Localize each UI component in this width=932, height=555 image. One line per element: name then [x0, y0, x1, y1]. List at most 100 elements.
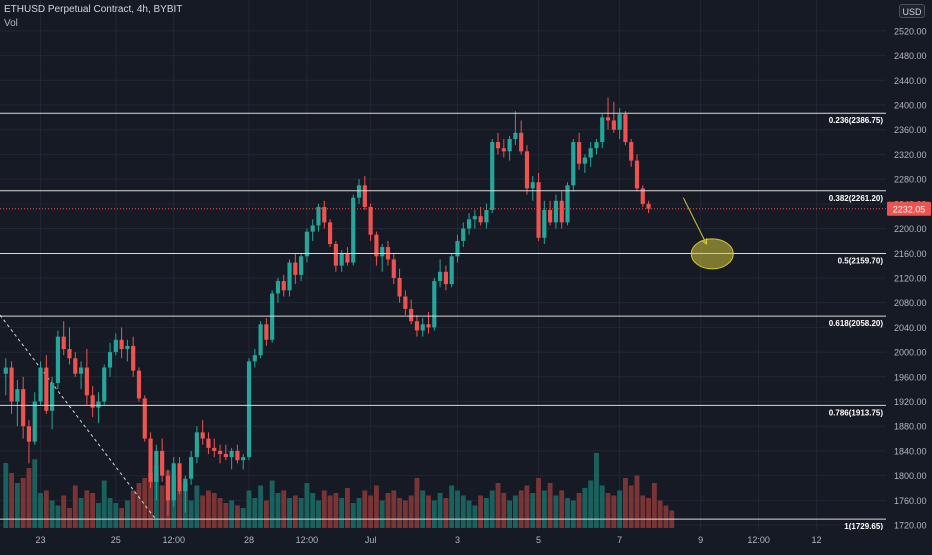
volume-bar [339, 498, 345, 528]
volume-bar [142, 478, 148, 528]
volume-indicator-label[interactable]: Vol [4, 18, 18, 29]
volume-bar [622, 478, 628, 528]
price-tick-label: 1760.00 [894, 496, 927, 506]
volume-bar [663, 505, 669, 528]
fib-level-label: 0.786(1913.75) [829, 408, 884, 417]
gridlines [0, 0, 886, 530]
candle-body [391, 259, 396, 278]
candle-body [617, 114, 622, 130]
volume-bar [333, 493, 339, 528]
volume-bar [362, 490, 368, 528]
volume-bar [651, 483, 657, 528]
volume-bar [113, 503, 119, 528]
candle-body [131, 345, 136, 371]
dashed-trendline [0, 314, 157, 521]
candle-body [542, 210, 547, 238]
candle-body [339, 253, 344, 266]
fib-level-label: 0.618(2058.20) [829, 319, 884, 328]
volume-bar [657, 500, 663, 528]
candle-body [38, 367, 43, 402]
candle-body [32, 401, 37, 442]
price-tick-label: 2520.00 [894, 26, 927, 36]
price-tick-label: 2040.00 [894, 323, 927, 333]
candle-body [304, 231, 309, 257]
time-tick-label: Jul [365, 535, 377, 545]
candle-body [548, 210, 553, 223]
volume-bar [206, 490, 211, 528]
price-axis-panel[interactable] [886, 0, 932, 530]
price-tick-label: 2000.00 [894, 348, 927, 358]
price-axis[interactable]: 2520.00 2480.00 2440.00 2400.00 2360.00 2320.… [894, 26, 927, 530]
candle-body [443, 271, 448, 285]
candle-body [611, 120, 616, 130]
volume-bar [258, 485, 264, 528]
volume-bar [61, 495, 67, 528]
candle-body [90, 395, 95, 408]
volume-bar [136, 483, 142, 528]
volume-bar [553, 495, 559, 528]
volume-bar [391, 490, 397, 528]
candle-body [258, 324, 263, 356]
candle-body [559, 200, 564, 223]
time-tick-label: 23 [36, 535, 46, 545]
candle-body [333, 243, 338, 266]
price-tick-label: 1920.00 [894, 397, 927, 407]
candle-body [553, 200, 559, 223]
volume-bar [316, 500, 321, 528]
volume-bar [565, 498, 570, 528]
candle-body [21, 389, 26, 427]
volume-bar [43, 490, 49, 528]
time-axis-panel[interactable] [0, 530, 932, 550]
volume-bar [124, 500, 130, 528]
candle-body [50, 382, 55, 411]
candle-body [136, 370, 142, 399]
candle-body [44, 367, 49, 411]
time-axis[interactable]: 23 25 12:00 28 12:00 Jul 3 5 7 9 12:00 12 [36, 535, 822, 545]
candle-body [102, 367, 107, 402]
volume-bar [327, 495, 333, 528]
price-tick-label: 2280.00 [894, 175, 927, 185]
candle-body [478, 216, 483, 223]
volume-bar [130, 490, 136, 528]
candle-body [160, 450, 165, 476]
volume-bar [200, 495, 206, 528]
volume-bar [211, 493, 217, 528]
volume-bar [119, 508, 125, 528]
candle-body [67, 349, 72, 359]
candle-body [420, 324, 425, 331]
volume-bar [159, 485, 165, 528]
candle-body [177, 463, 182, 492]
candle-body [299, 256, 304, 275]
volume-bar [547, 483, 553, 528]
volume-bar [292, 495, 298, 528]
candle-body [241, 457, 246, 461]
candle-body [119, 339, 124, 350]
candle-body [15, 389, 20, 402]
candle-body [345, 253, 350, 263]
candle-body [217, 450, 223, 455]
volume-bar [524, 485, 530, 528]
symbol-title[interactable]: ETHUSD Perpetual Contract, 4h, BYBIT [4, 4, 183, 15]
candle-body [571, 142, 576, 186]
currency-button[interactable]: USD [899, 4, 925, 18]
volume-bar [460, 495, 466, 528]
candle-body [96, 401, 101, 408]
volume-bar [252, 498, 258, 528]
volume-bar [49, 500, 55, 528]
candle-body [403, 296, 408, 309]
candle-body [634, 160, 640, 189]
volume-bar [634, 475, 640, 528]
volume-bar [310, 493, 316, 528]
candle-body [148, 438, 153, 482]
volume-bar [408, 495, 414, 528]
candle-body [322, 206, 327, 223]
volume-bar [194, 485, 200, 528]
candle-body [165, 475, 171, 501]
volume-bar [281, 490, 287, 528]
volume-bar [368, 495, 374, 528]
candle-body [189, 457, 194, 479]
candle-body [113, 339, 118, 353]
